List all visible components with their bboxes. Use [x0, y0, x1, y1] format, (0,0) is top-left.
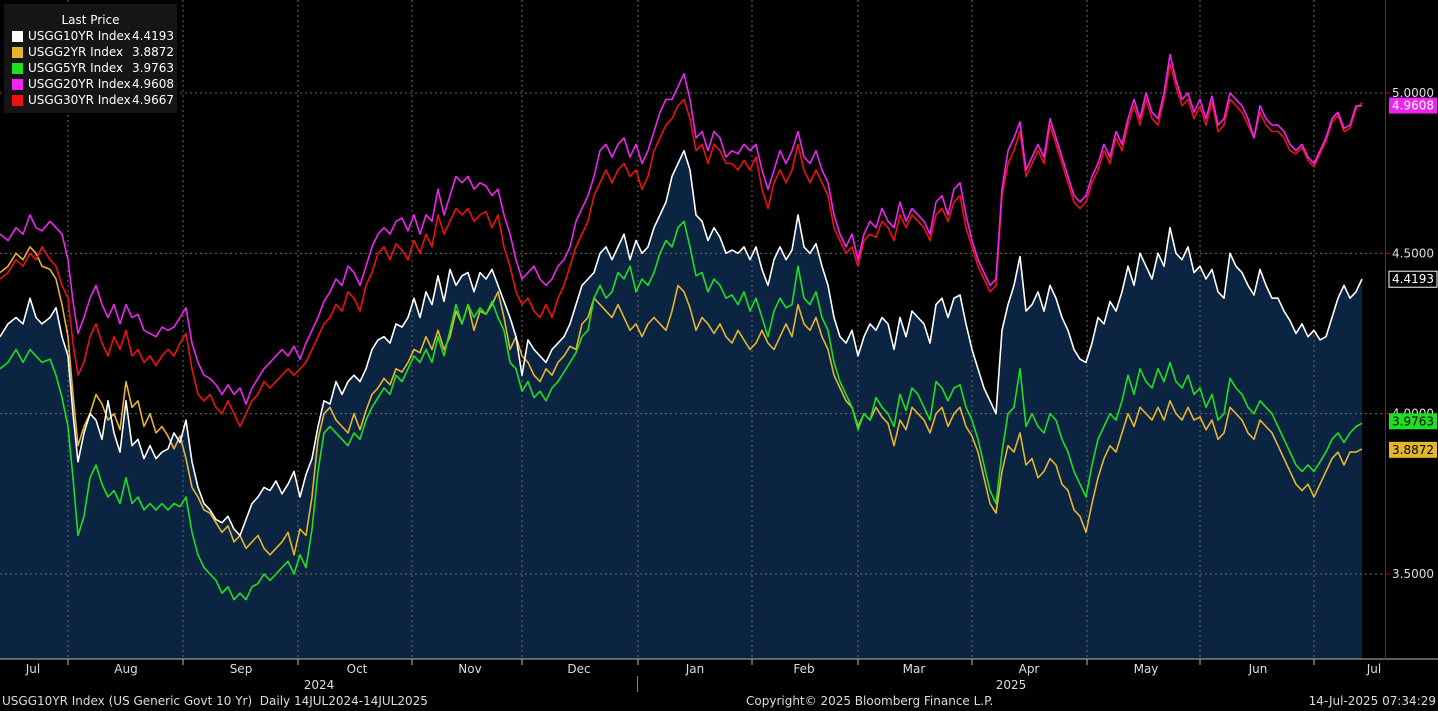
- end-price-tag-label: 4.9608: [1392, 99, 1434, 113]
- footer-security-info: USGG10YR Index (US Generic Govt 10 Yr) D…: [2, 694, 428, 708]
- legend-item-value: 4.9608: [132, 77, 174, 91]
- footer-timestamp: 14-Jul-2025 07:34:29: [1308, 694, 1436, 708]
- legend-swatch: [12, 62, 23, 74]
- legend-item: USGG10YR Index 4.4193: [4, 28, 177, 44]
- legend-item-name: USGG2YR Index: [28, 45, 124, 59]
- legend-item-value: 4.4193: [132, 29, 174, 43]
- legend-item: USGG20YR Index 4.9608: [4, 76, 177, 92]
- x-tick-label: Jan: [685, 662, 705, 676]
- end-price-tag-label: 3.9763: [1392, 414, 1434, 428]
- legend-item-value: 3.9763: [132, 61, 174, 75]
- end-price-tag: 4.4193: [1388, 270, 1438, 288]
- series-layer: [0, 53, 1363, 601]
- series-line-usgg5yr: [0, 220, 1363, 601]
- x-tick-label: Oct: [347, 662, 368, 676]
- end-price-tag: 3.8872: [1389, 441, 1437, 458]
- x-tick-label: Dec: [567, 662, 590, 676]
- series-line-usgg20yr: [0, 53, 1362, 405]
- legend-swatch: [12, 94, 23, 106]
- end-price-tag-box: [1388, 270, 1438, 288]
- y-tick-label: 5.0000: [1392, 86, 1434, 100]
- legend-swatch: [12, 46, 23, 58]
- x-tick-label: May: [1134, 662, 1159, 676]
- legend-swatch: [12, 78, 23, 90]
- area-fill-usgg10yr: [0, 150, 1362, 659]
- end-price-tag: 4.9608: [1389, 97, 1437, 114]
- x-tick-label: Apr: [1019, 662, 1040, 676]
- legend-rows: USGG10YR Index 4.4193 USGG2YR Index 3.8872 U…: [4, 28, 177, 108]
- legend-item-value: 4.9667: [132, 93, 174, 107]
- axis-layer: Jul Aug Sep Oct Nov Dec Jan Feb Mar Apr May Jun Jul 2…: [0, 0, 1438, 692]
- legend: Last Price USGG10YR Index 4.4193 USGG2YR I…: [4, 4, 177, 113]
- end-price-tag-box: [1389, 413, 1437, 430]
- x-tick-label: Mar: [903, 662, 926, 676]
- x-tick-label: Feb: [793, 662, 814, 676]
- series-line-usgg10yr: [0, 149, 1363, 537]
- x-tick-label: Jul: [1366, 662, 1381, 676]
- series-line-usgg2yr: [0, 246, 1363, 556]
- y-tick-label: 4.5000: [1392, 246, 1434, 260]
- x-tick-label: Jun: [1248, 662, 1268, 676]
- legend-swatch: [12, 30, 23, 42]
- legend-item-name: USGG5YR Index: [28, 61, 124, 75]
- end-price-tag-box: [1389, 441, 1437, 458]
- legend-title: Last Price: [61, 13, 120, 27]
- legend-item: USGG30YR Index 4.9667: [4, 92, 177, 108]
- legend-item-name: USGG20YR Index: [28, 77, 131, 91]
- year-label: 2025: [996, 678, 1027, 692]
- grid-layer: [0, 0, 1385, 659]
- legend-item-name: USGG10YR Index: [28, 29, 131, 43]
- y-tick-label: 3.5000: [1392, 567, 1434, 581]
- x-tick-label: Jul: [25, 662, 40, 676]
- label-layer: 4.9608 4.4193 3.9763 3.8872: [1388, 97, 1438, 458]
- legend-item: USGG5YR Index 3.9763: [4, 60, 177, 76]
- series-line-usgg30yr: [0, 63, 1363, 428]
- legend-item: USGG2YR Index 3.8872: [4, 44, 177, 60]
- end-price-tag-label: 3.8872: [1392, 443, 1434, 457]
- legend-item-value: 3.8872: [132, 45, 174, 59]
- x-tick-label: Aug: [114, 662, 137, 676]
- x-tick-label: Nov: [458, 662, 481, 676]
- legend-item-name: USGG30YR Index: [28, 93, 131, 107]
- area-layer: [0, 150, 1362, 659]
- end-price-tag-box: [1389, 97, 1437, 114]
- year-label: 2024: [304, 678, 335, 692]
- x-tick-label: Sep: [230, 662, 253, 676]
- end-price-tag-label: 4.4193: [1392, 272, 1434, 286]
- footer-copyright: Copyright© 2025 Bloomberg Finance L.P.: [746, 694, 994, 708]
- end-price-tag: 3.9763: [1389, 413, 1437, 430]
